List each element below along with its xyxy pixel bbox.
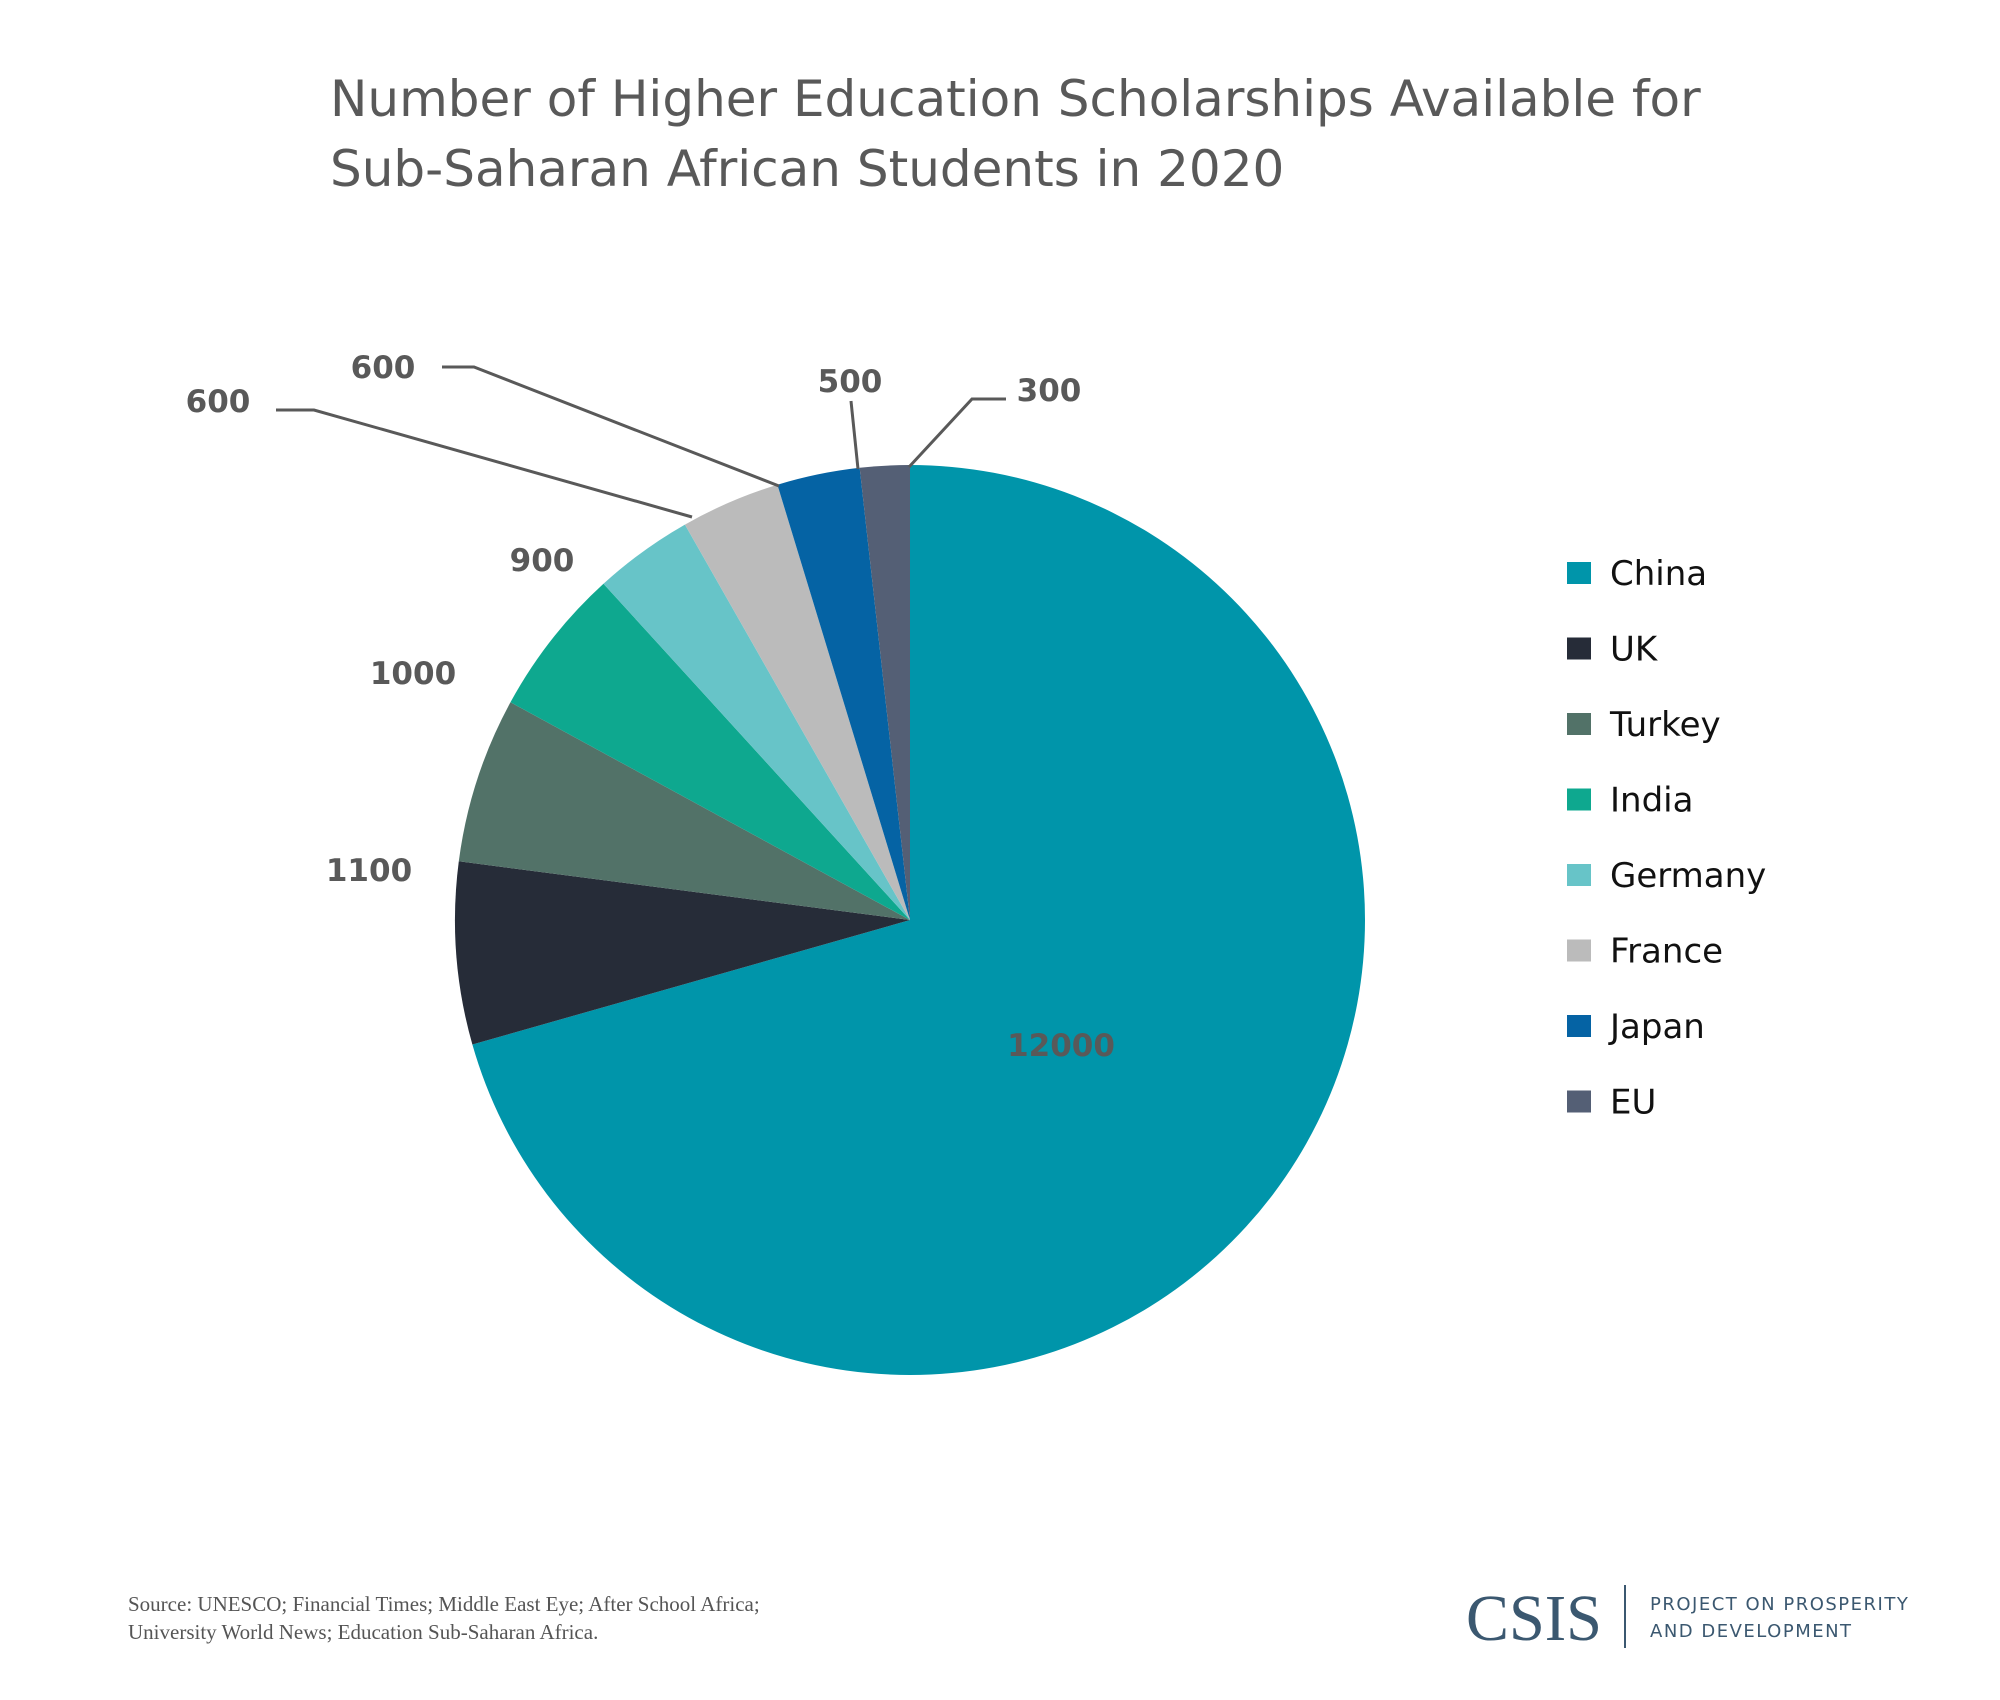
legend-swatch-china xyxy=(1567,562,1591,584)
leader-line-eu xyxy=(907,397,1006,469)
data-label-japan: 500 xyxy=(818,364,883,400)
legend-swatch-eu xyxy=(1567,1090,1591,1113)
pie-slice-germany xyxy=(603,524,910,920)
legend-label-turkey: Turkey xyxy=(1609,705,1721,745)
pie-slice-turkey xyxy=(458,702,910,920)
legend-label-china: China xyxy=(1610,554,1707,594)
leader-line-japan xyxy=(849,400,860,470)
chart-title-line-1: Number of Higher Education Scholarships … xyxy=(330,70,1701,128)
chart-title-line-2: Sub-Saharan African Students in 2020 xyxy=(330,140,1284,198)
pie-slice-india xyxy=(510,583,910,920)
data-label-turkey: 1000 xyxy=(370,656,456,692)
legend: China UK Turkey India Germany France Japan EU xyxy=(1567,554,1766,1123)
source-note-line-2: University World News; Education Sub-Sah… xyxy=(128,1620,598,1644)
legend-label-india: India xyxy=(1610,781,1693,821)
source-note-line-1: Source: UNESCO; Financial Times; Middle … xyxy=(128,1592,760,1616)
pie-slice-china xyxy=(472,465,1366,1375)
data-label-eu: 300 xyxy=(1017,373,1082,409)
leader-line-germany xyxy=(276,408,693,519)
legend-swatch-japan xyxy=(1567,1015,1591,1037)
data-label-uk: 1100 xyxy=(326,853,412,889)
legend-label-japan: Japan xyxy=(1608,1007,1705,1047)
data-label-germany: 600 xyxy=(186,384,251,420)
leader-line-france xyxy=(442,365,780,488)
csis-logo: CSIS xyxy=(1466,1582,1602,1655)
legend-label-uk: UK xyxy=(1610,630,1659,670)
legend-label-germany: Germany xyxy=(1610,856,1766,896)
pie-slice-japan xyxy=(777,467,910,920)
legend-label-eu: EU xyxy=(1610,1083,1656,1123)
pie-slice-france xyxy=(684,484,910,920)
project-name-line-1: PROJECT ON PROSPERITY xyxy=(1650,1594,1909,1615)
pie-slice-uk xyxy=(455,861,910,1045)
legend-swatch-india xyxy=(1567,788,1591,811)
pie-slice-eu xyxy=(859,465,910,920)
data-label-china: 12000 xyxy=(1007,1028,1115,1064)
legend-swatch-germany xyxy=(1567,864,1591,886)
legend-swatch-turkey xyxy=(1567,713,1591,735)
project-name-line-2: AND DEVELOPMENT xyxy=(1650,1621,1853,1642)
data-label-france: 600 xyxy=(351,350,416,386)
legend-label-france: France xyxy=(1610,932,1723,972)
legend-swatch-uk xyxy=(1567,637,1591,660)
data-label-india: 900 xyxy=(510,543,575,579)
legend-swatch-france xyxy=(1567,939,1591,962)
